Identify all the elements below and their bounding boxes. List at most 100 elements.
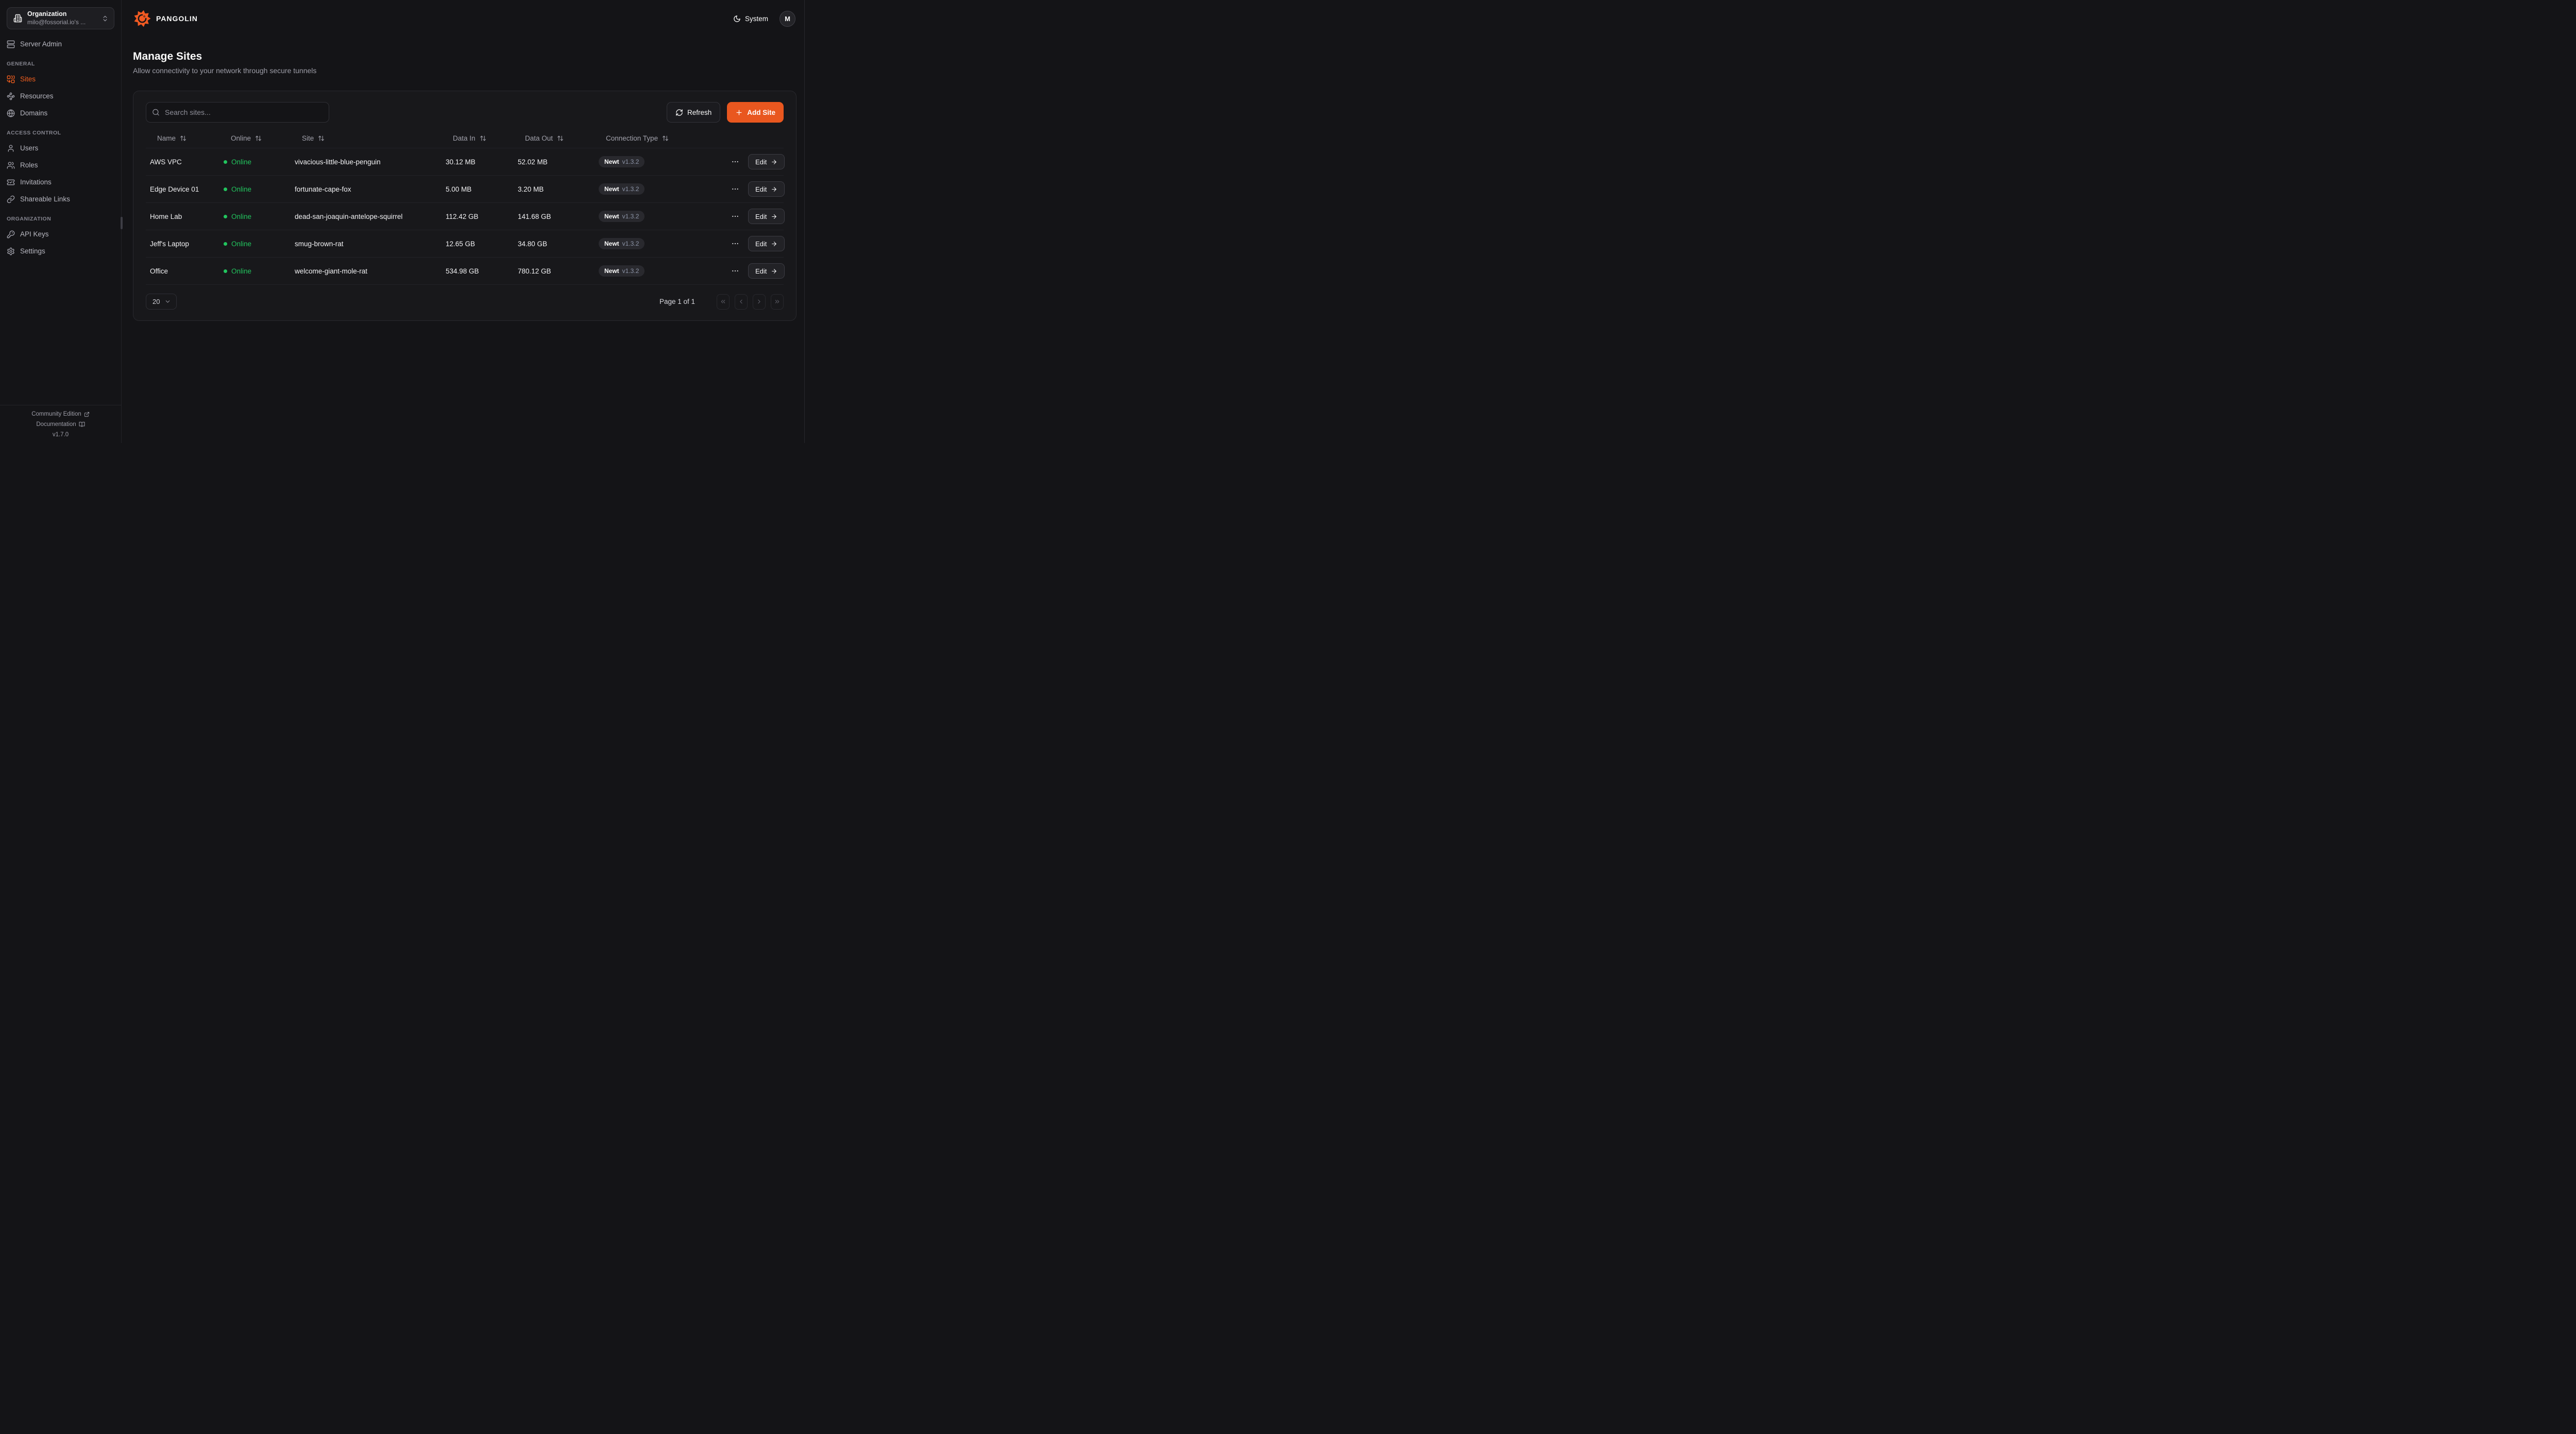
column-header-data-out[interactable]: Data Out xyxy=(514,134,595,142)
combine-icon xyxy=(7,75,15,83)
sidebar-item-roles[interactable]: Roles xyxy=(0,157,121,174)
sidebar-resize-handle[interactable] xyxy=(121,217,123,229)
brand-logo[interactable]: PANGOLIN xyxy=(133,9,198,28)
sidebar: Organization milo@fossorial.io's ... Ser… xyxy=(0,0,123,443)
row-menu-button[interactable] xyxy=(731,212,739,220)
org-selector-value: milo@fossorial.io's ... xyxy=(27,18,86,26)
cell-site: vivacious-little-blue-penguin xyxy=(295,158,381,166)
ellipsis-icon xyxy=(732,161,738,163)
brand-name: PANGOLIN xyxy=(156,14,198,23)
connection-type-badge: Newt v1.3.2 xyxy=(599,211,645,222)
scrollbar-track[interactable] xyxy=(804,0,805,443)
sidebar-item-resources[interactable]: Resources xyxy=(0,88,121,105)
online-dot-icon xyxy=(224,242,227,246)
plus-icon xyxy=(736,110,742,115)
sidebar-item-sites[interactable]: Sites xyxy=(0,71,121,88)
edit-button[interactable]: Edit xyxy=(748,209,785,224)
column-header-name[interactable]: Name xyxy=(146,134,219,142)
cell-data-in: 534.98 GB xyxy=(446,267,479,275)
row-menu-button[interactable] xyxy=(731,158,739,166)
chevron-down-icon xyxy=(166,300,170,303)
cell-site: welcome-giant-mole-rat xyxy=(295,267,368,275)
cell-name: Home Lab xyxy=(150,212,182,220)
row-menu-button[interactable] xyxy=(731,267,739,275)
sidebar-item-shareable-links[interactable]: Shareable Links xyxy=(0,191,121,208)
sidebar-item-settings[interactable]: Settings xyxy=(0,243,121,260)
next-page-button[interactable] xyxy=(753,294,766,310)
ellipsis-icon xyxy=(732,188,738,190)
sidebar-item-label: Users xyxy=(20,144,39,152)
avatar[interactable]: M xyxy=(779,10,795,27)
cell-data-out: 52.02 MB xyxy=(518,158,548,166)
search-icon xyxy=(152,109,159,116)
arrow-right-icon xyxy=(772,241,777,246)
arrow-right-icon xyxy=(772,214,777,219)
cell-data-out: 34.80 GB xyxy=(518,240,548,248)
ellipsis-icon xyxy=(732,270,738,272)
edit-button[interactable]: Edit xyxy=(748,181,785,197)
chevrons-left-icon xyxy=(721,300,725,303)
page-size-select[interactable]: 20 xyxy=(146,294,177,310)
table-row: Edge Device 01 Online fortunate-cape-fox… xyxy=(146,176,785,203)
status-badge: Online xyxy=(224,158,251,166)
chevrons-up-down-icon xyxy=(103,15,107,21)
community-edition-link[interactable]: Community Edition xyxy=(31,411,90,417)
row-menu-button[interactable] xyxy=(731,240,739,248)
connection-type-badge: Newt v1.3.2 xyxy=(599,156,645,167)
sort-icon xyxy=(318,135,325,141)
pangolin-logo-icon xyxy=(134,10,151,27)
online-dot-icon xyxy=(224,269,227,273)
sidebar-nav: Server Admin GENERAL Sites Resources Dom… xyxy=(0,32,121,263)
page-subtitle: Allow connectivity to your network throu… xyxy=(133,66,317,75)
sidebar-item-domains[interactable]: Domains xyxy=(0,105,121,122)
waypoints-icon xyxy=(7,92,15,100)
search-input[interactable] xyxy=(146,102,329,123)
status-badge: Online xyxy=(224,240,251,248)
sort-icon xyxy=(480,135,486,141)
edit-button[interactable]: Edit xyxy=(748,263,785,279)
status-badge: Online xyxy=(224,213,251,220)
documentation-link[interactable]: Documentation xyxy=(36,421,85,428)
refresh-button[interactable]: Refresh xyxy=(666,102,721,123)
last-page-button[interactable] xyxy=(771,294,784,310)
sidebar-item-invitations[interactable]: Invitations xyxy=(0,174,121,191)
cell-data-out: 780.12 GB xyxy=(518,267,551,275)
chevron-left-icon xyxy=(740,299,742,304)
user-icon xyxy=(8,144,14,152)
previous-page-button[interactable] xyxy=(735,294,748,310)
theme-toggle[interactable]: System xyxy=(733,15,768,23)
org-selector[interactable]: Organization milo@fossorial.io's ... xyxy=(7,7,114,29)
building-icon xyxy=(13,14,22,23)
column-header-site[interactable]: Site xyxy=(291,134,442,142)
sidebar-item-server-admin[interactable]: Server Admin xyxy=(0,36,121,53)
column-header-connection-type[interactable]: Connection Type xyxy=(595,134,727,142)
edit-button[interactable]: Edit xyxy=(748,236,785,251)
external-link-icon xyxy=(84,412,89,417)
users-icon xyxy=(7,161,15,169)
page-content: Manage Sites Allow connectivity to your … xyxy=(122,37,808,321)
arrow-right-icon xyxy=(772,159,777,164)
pagination: 20 Page 1 of 1 xyxy=(146,294,784,310)
column-header-data-in[interactable]: Data In xyxy=(442,134,514,142)
sidebar-section-general: GENERAL xyxy=(7,61,35,67)
cell-data-in: 12.65 GB xyxy=(446,240,476,248)
cell-name: Office xyxy=(150,267,168,275)
row-menu-button[interactable] xyxy=(731,185,739,193)
add-site-button[interactable]: Add Site xyxy=(727,102,784,123)
table-row: AWS VPC Online vivacious-little-blue-pen… xyxy=(146,148,785,176)
column-header-online[interactable]: Online xyxy=(219,134,291,142)
sidebar-section-organization: ORGANIZATION xyxy=(7,216,52,222)
chevron-right-icon xyxy=(758,299,760,304)
sidebar-item-api-keys[interactable]: API Keys xyxy=(0,226,121,243)
book-open-icon xyxy=(79,422,85,427)
sidebar-item-label: Resources xyxy=(20,92,54,100)
sidebar-item-users[interactable]: Users xyxy=(0,140,121,157)
edit-button[interactable]: Edit xyxy=(748,154,785,169)
sidebar-section-access-control: ACCESS CONTROL xyxy=(7,130,61,136)
sort-icon xyxy=(180,135,186,141)
chevrons-right-icon xyxy=(775,300,779,303)
cell-site: dead-san-joaquin-antelope-squirrel xyxy=(295,212,403,220)
cell-name: Edge Device 01 xyxy=(150,185,199,193)
globe-icon xyxy=(7,109,15,117)
first-page-button[interactable] xyxy=(717,294,730,310)
